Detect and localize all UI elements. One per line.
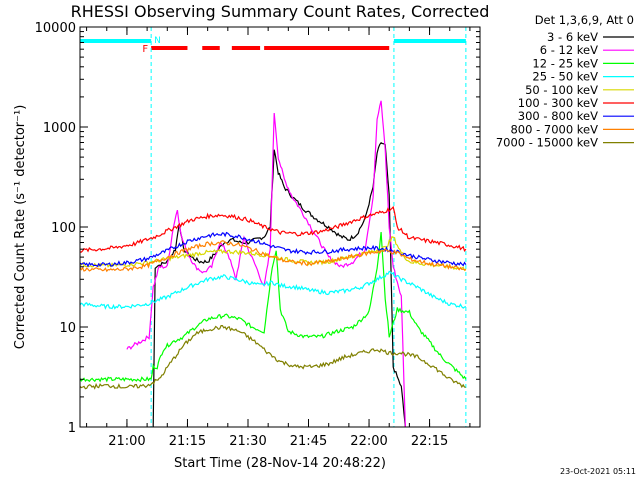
x-tick-label: 22:00 — [350, 434, 387, 449]
axes: 21:00 21:15 21:30 21:45 22:00 22:15 1 10 100 1000… — [35, 21, 480, 449]
x-tick-label: 21:45 — [290, 434, 327, 449]
series-line — [80, 231, 467, 268]
legend-label: 50 - 100 keV — [525, 83, 598, 97]
legend-label: 800 - 7000 keV — [510, 122, 598, 136]
y-tick-label: 100 — [51, 221, 76, 236]
y-tick-label: 1000 — [43, 121, 76, 136]
flare-flag-label: F — [142, 44, 148, 55]
night-flag-label: N — [154, 36, 161, 46]
plot-area — [80, 27, 467, 427]
footer-timestamp: 23-Oct-2021 05:11 — [560, 467, 636, 476]
y-tick-label: 10 — [59, 321, 76, 336]
x-tick-label: 21:00 — [108, 434, 145, 449]
series-line — [80, 270, 467, 310]
y-tick-label: 1 — [68, 421, 76, 436]
legend-label: 6 - 12 keV — [540, 43, 598, 57]
series-line — [80, 205, 467, 253]
legend-label: 7000 - 15000 keV — [496, 136, 598, 150]
y-axis-label: Corrected Count Rate (s⁻¹ detector⁻¹) — [13, 105, 28, 350]
series-line — [80, 325, 466, 390]
series-line — [80, 231, 467, 383]
chart-title: RHESSI Observing Summary Count Rates, Co… — [71, 2, 490, 21]
x-tick-label: 21:30 — [229, 434, 266, 449]
x-tick-label: 21:15 — [169, 434, 206, 449]
legend-label: 25 - 50 keV — [532, 70, 598, 84]
x-axis-label: Start Time (28-Nov-14 20:48:22) — [174, 456, 386, 471]
legend-label: 300 - 800 keV — [518, 109, 598, 123]
series-line — [126, 100, 406, 427]
legend-label: 12 - 25 keV — [532, 56, 598, 70]
series-line — [80, 240, 467, 273]
legend-title: Det 1,3,6,9, Att 0 — [535, 13, 634, 27]
x-tick-label: 22:15 — [411, 434, 448, 449]
series-line — [152, 142, 406, 427]
y-tick-label: 10000 — [35, 21, 76, 36]
legend-label: 100 - 300 keV — [518, 96, 598, 110]
legend-label: 3 - 6 keV — [547, 30, 598, 44]
